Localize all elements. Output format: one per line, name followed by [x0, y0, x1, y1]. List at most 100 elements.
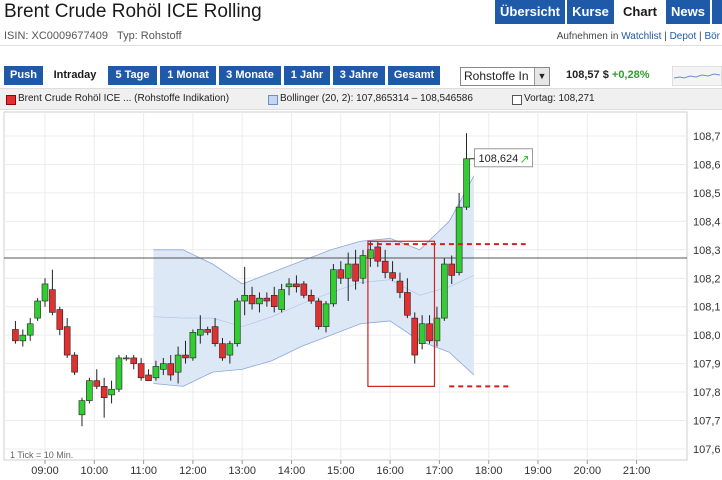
sparkline-icon[interactable]	[672, 66, 722, 86]
candle	[233, 298, 241, 347]
candle-body	[196, 329, 204, 336]
y-tick-label: 108,3	[693, 245, 721, 257]
range-1jahr-button[interactable]: 1 Jahr	[284, 66, 330, 85]
candle-body	[448, 263, 456, 276]
range-intraday-button[interactable]: Intraday	[45, 66, 105, 85]
link-separator-2: |	[699, 31, 702, 42]
y-tick-label: 107,6	[693, 444, 721, 456]
candle-body	[174, 354, 182, 373]
tab-news[interactable]: News	[666, 0, 710, 24]
candle-body	[12, 329, 19, 342]
tab-uebersicht[interactable]: Übersicht	[495, 0, 565, 24]
isin-text: ISIN: XC0009677409	[4, 30, 108, 42]
candle-body	[49, 289, 56, 313]
candle	[160, 357, 167, 375]
y-tick-label: 108,4	[693, 216, 721, 228]
candle	[130, 355, 138, 370]
candle	[278, 283, 285, 313]
candle-body	[71, 354, 78, 373]
candle	[93, 369, 101, 390]
market-select-value: Rohstoffe In	[464, 69, 529, 83]
candle-body	[86, 380, 93, 401]
candle	[448, 255, 456, 284]
y-tick-label: 108,1	[693, 302, 721, 314]
up-arrow-icon: ↗	[520, 152, 530, 166]
candle	[426, 315, 433, 344]
candle-body	[182, 354, 189, 359]
chevron-down-icon[interactable]: ▼	[534, 68, 549, 85]
candle	[78, 397, 86, 427]
range-5tage-button[interactable]: 5 Tage	[108, 66, 157, 85]
candle-body	[396, 280, 404, 293]
boerse-link[interactable]: Bör	[704, 31, 720, 42]
candle	[330, 264, 337, 307]
x-tick-label: 12:00	[179, 465, 207, 477]
candle-body	[278, 289, 285, 310]
candle	[71, 352, 78, 375]
candle	[19, 329, 27, 347]
range-1monat-button[interactable]: 1 Monat	[160, 66, 216, 85]
depot-link[interactable]: Depot	[669, 31, 697, 42]
links-prefix: Aufnehmen in	[556, 31, 619, 42]
range-3jahre-button[interactable]: 3 Jahre	[333, 66, 385, 85]
range-3monate-button[interactable]: 3 Monate	[219, 66, 281, 85]
candle	[226, 340, 234, 364]
candle	[211, 318, 219, 347]
y-tick-label: 107,9	[693, 359, 721, 371]
tab-chart[interactable]: Chart	[616, 0, 664, 24]
x-tick-label: 17:00	[426, 465, 454, 477]
candle	[455, 192, 463, 276]
range-push-button[interactable]: Push	[4, 66, 43, 85]
tab-kurse[interactable]: Kurse	[567, 0, 614, 24]
y-tick-label: 108,2	[693, 273, 721, 285]
candle-body	[359, 255, 367, 279]
x-tick-label: 14:00	[278, 465, 306, 477]
candle	[389, 261, 396, 282]
quote: 108,57 $ +0,28%	[566, 69, 650, 81]
tick-footnote: 1 Tick = 10 Min.	[10, 450, 73, 460]
candle-body	[189, 332, 197, 359]
candle	[381, 249, 389, 279]
candle-body	[263, 297, 271, 302]
candle-body	[226, 343, 234, 356]
candle-body	[374, 246, 382, 262]
candle	[463, 133, 470, 210]
candle-body	[256, 297, 263, 305]
last-price: 108,57 $	[566, 69, 609, 81]
candle-body	[137, 363, 145, 379]
candle-body	[248, 295, 256, 305]
candle	[196, 315, 204, 344]
candle-body	[381, 260, 389, 273]
candle	[352, 249, 359, 290]
candle	[152, 360, 160, 381]
prev-close-swatch-icon	[512, 95, 522, 105]
range-gesamt-button[interactable]: Gesamt	[388, 66, 440, 85]
candle	[322, 301, 330, 333]
candle-body	[26, 323, 34, 336]
candle	[182, 340, 189, 364]
bollinger-swatch-icon	[268, 95, 278, 105]
candle	[307, 289, 315, 304]
candle-body	[130, 357, 138, 364]
legend-bollinger: Bollinger (20, 2): 107,865314 – 108,5465…	[280, 93, 473, 104]
candle	[174, 346, 182, 384]
page-title: Brent Crude Rohöl ICE Rolling	[4, 1, 262, 22]
candle-body	[441, 263, 448, 319]
candle-body	[123, 357, 130, 360]
candle	[12, 320, 19, 344]
x-tick-label: 15:00	[327, 465, 355, 477]
market-select[interactable]: Rohstoffe In ▼	[460, 67, 550, 86]
candle	[396, 272, 404, 299]
candle	[137, 357, 145, 381]
candle-body	[219, 343, 226, 359]
isin-info: ISIN: XC0009677409 Typ: Rohstoff	[4, 30, 182, 42]
candle-body	[404, 292, 411, 316]
watchlist-link[interactable]: Watchlist	[621, 31, 662, 42]
candle	[123, 355, 130, 361]
tab-more[interactable]	[712, 0, 722, 24]
x-tick-label: 19:00	[524, 465, 552, 477]
candle-body	[56, 309, 64, 330]
top-links: Aufnehmen in Watchlist | Depot | Bör	[557, 31, 720, 42]
intraday-chart[interactable]: 09:00 10:00 11:00 12:00 13:00 14:00 15:00 16:00…	[0, 110, 722, 480]
candle	[41, 278, 49, 307]
